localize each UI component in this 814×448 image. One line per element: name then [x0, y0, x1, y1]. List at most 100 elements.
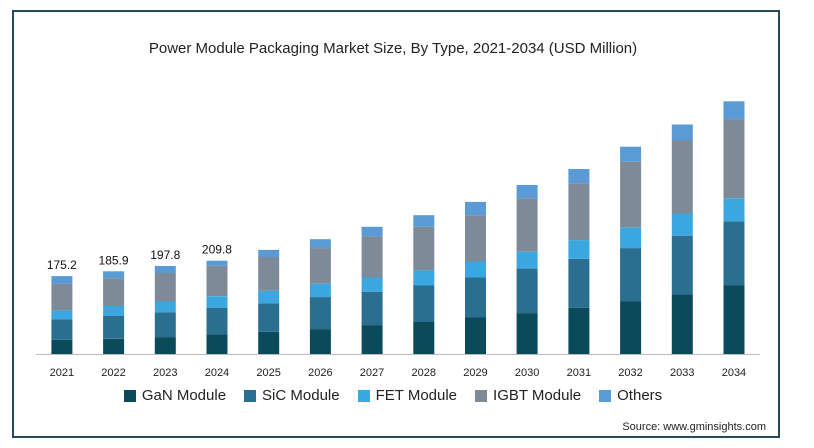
- bar-segment: [206, 260, 228, 266]
- x-tick-label: 2033: [670, 367, 694, 379]
- x-tick-label: 2030: [515, 367, 539, 379]
- x-tick-label: 2022: [101, 367, 125, 379]
- bar-segment: [465, 261, 486, 278]
- bar-segment: [258, 249, 280, 257]
- data-label: 209.8: [202, 243, 232, 257]
- bar-segment: [516, 268, 538, 314]
- x-tick-label: 2034: [722, 367, 746, 379]
- bar-segment: [723, 221, 745, 286]
- bar-segment: [723, 198, 745, 222]
- bar-segment: [568, 183, 590, 241]
- bar-segment: [103, 338, 125, 354]
- legend-label: IGBT Module: [493, 387, 582, 404]
- bar-segment: [620, 227, 642, 249]
- bar-segment: [671, 140, 693, 214]
- legend-item: FET Module: [357, 387, 458, 404]
- bar-segment: [723, 119, 745, 199]
- bar-segment: [516, 185, 538, 199]
- legend-label: GaN Module: [141, 387, 227, 404]
- legend-swatch: [475, 389, 488, 402]
- legend-item: IGBT Module: [475, 387, 581, 404]
- x-tick-label: 2023: [153, 367, 177, 379]
- bar-segment: [413, 226, 435, 271]
- x-tick-label: 2025: [256, 367, 280, 379]
- bar-segment: [51, 283, 73, 311]
- stacked-bar-chart: 2021 175.2 2022 185.9 2023 197.8 2024 209.8 2025…: [36, 101, 760, 379]
- bar-segment: [413, 322, 435, 354]
- bar-segment: [154, 337, 176, 354]
- bar-segment: [51, 319, 73, 340]
- bar-segment: [465, 277, 486, 318]
- x-tick-label: 2029: [463, 367, 487, 379]
- bar-segment: [309, 329, 331, 354]
- bar-segment: [361, 277, 383, 292]
- legend-label: SiC Module: [262, 387, 340, 404]
- bar-segment: [51, 310, 73, 320]
- data-label: 175.2: [47, 258, 77, 272]
- chart-frame: [12, 10, 780, 438]
- bar-segment: [154, 266, 176, 273]
- legend-swatch: [244, 389, 257, 402]
- bar-segment: [51, 339, 73, 354]
- bar-segment: [568, 307, 590, 354]
- bar-segment: [516, 251, 538, 269]
- x-tick-label: 2021: [50, 367, 74, 379]
- legend-swatch: [123, 389, 136, 402]
- x-tick-label: 2027: [360, 367, 384, 379]
- bar-segment: [258, 331, 280, 354]
- bar-segment: [309, 283, 331, 297]
- x-tick-label: 2024: [205, 367, 229, 379]
- bar-segment: [413, 215, 435, 227]
- legend-label: FET Module: [375, 387, 458, 404]
- bar-segment: [206, 296, 228, 308]
- bar-segment: [516, 313, 538, 354]
- bar-segment: [620, 146, 642, 162]
- legend-label: Others: [617, 387, 663, 404]
- bar-segment: [413, 285, 435, 322]
- x-tick-label: 2028: [412, 367, 436, 379]
- legend-item: GaN Module: [123, 387, 227, 404]
- bar-segment: [361, 226, 383, 237]
- bar-segment: [361, 325, 383, 354]
- bar-segment: [206, 265, 228, 297]
- bar-segment: [465, 317, 486, 354]
- x-tick-label: 2032: [618, 367, 642, 379]
- bar-segment: [361, 236, 383, 278]
- bar-segment: [620, 301, 642, 354]
- data-label: 197.8: [150, 248, 180, 262]
- bar-segment: [103, 315, 125, 339]
- bar-segment: [206, 307, 228, 335]
- bar-segment: [671, 294, 693, 354]
- bar-segment: [620, 161, 642, 228]
- bar-segment: [154, 301, 176, 313]
- bar-segment: [568, 240, 590, 259]
- legend-swatch: [599, 389, 612, 402]
- bar-segment: [516, 198, 538, 252]
- bar-segment: [258, 257, 280, 291]
- bar-segment: [361, 291, 383, 326]
- bar-segment: [258, 303, 280, 332]
- chart-legend: GaN Module SiC Module FET Module IGBT Modul…: [0, 387, 786, 404]
- bar-segment: [671, 235, 693, 295]
- bar-segment: [206, 334, 228, 354]
- bar-segment: [154, 312, 176, 338]
- legend-item: Others: [599, 387, 662, 404]
- bar-segment: [309, 239, 331, 249]
- x-tick-label: 2031: [567, 367, 591, 379]
- legend-item: SiC Module: [244, 387, 340, 404]
- data-label: 185.9: [99, 253, 129, 267]
- bar-segment: [620, 248, 642, 302]
- bar-segment: [568, 258, 590, 308]
- bar-segment: [568, 169, 590, 184]
- x-tick-label: 2026: [308, 367, 332, 379]
- bar-segment: [309, 248, 331, 284]
- bar-segment: [413, 270, 435, 286]
- bar-segment: [103, 278, 125, 306]
- bar-segment: [671, 124, 693, 141]
- bar-segment: [258, 290, 280, 304]
- chart-title: Power Module Packaging Market Size, By T…: [148, 40, 638, 57]
- legend-swatch: [357, 389, 370, 402]
- bar-segment: [723, 285, 745, 354]
- bar-segment: [154, 273, 176, 302]
- bar-segment: [309, 297, 331, 330]
